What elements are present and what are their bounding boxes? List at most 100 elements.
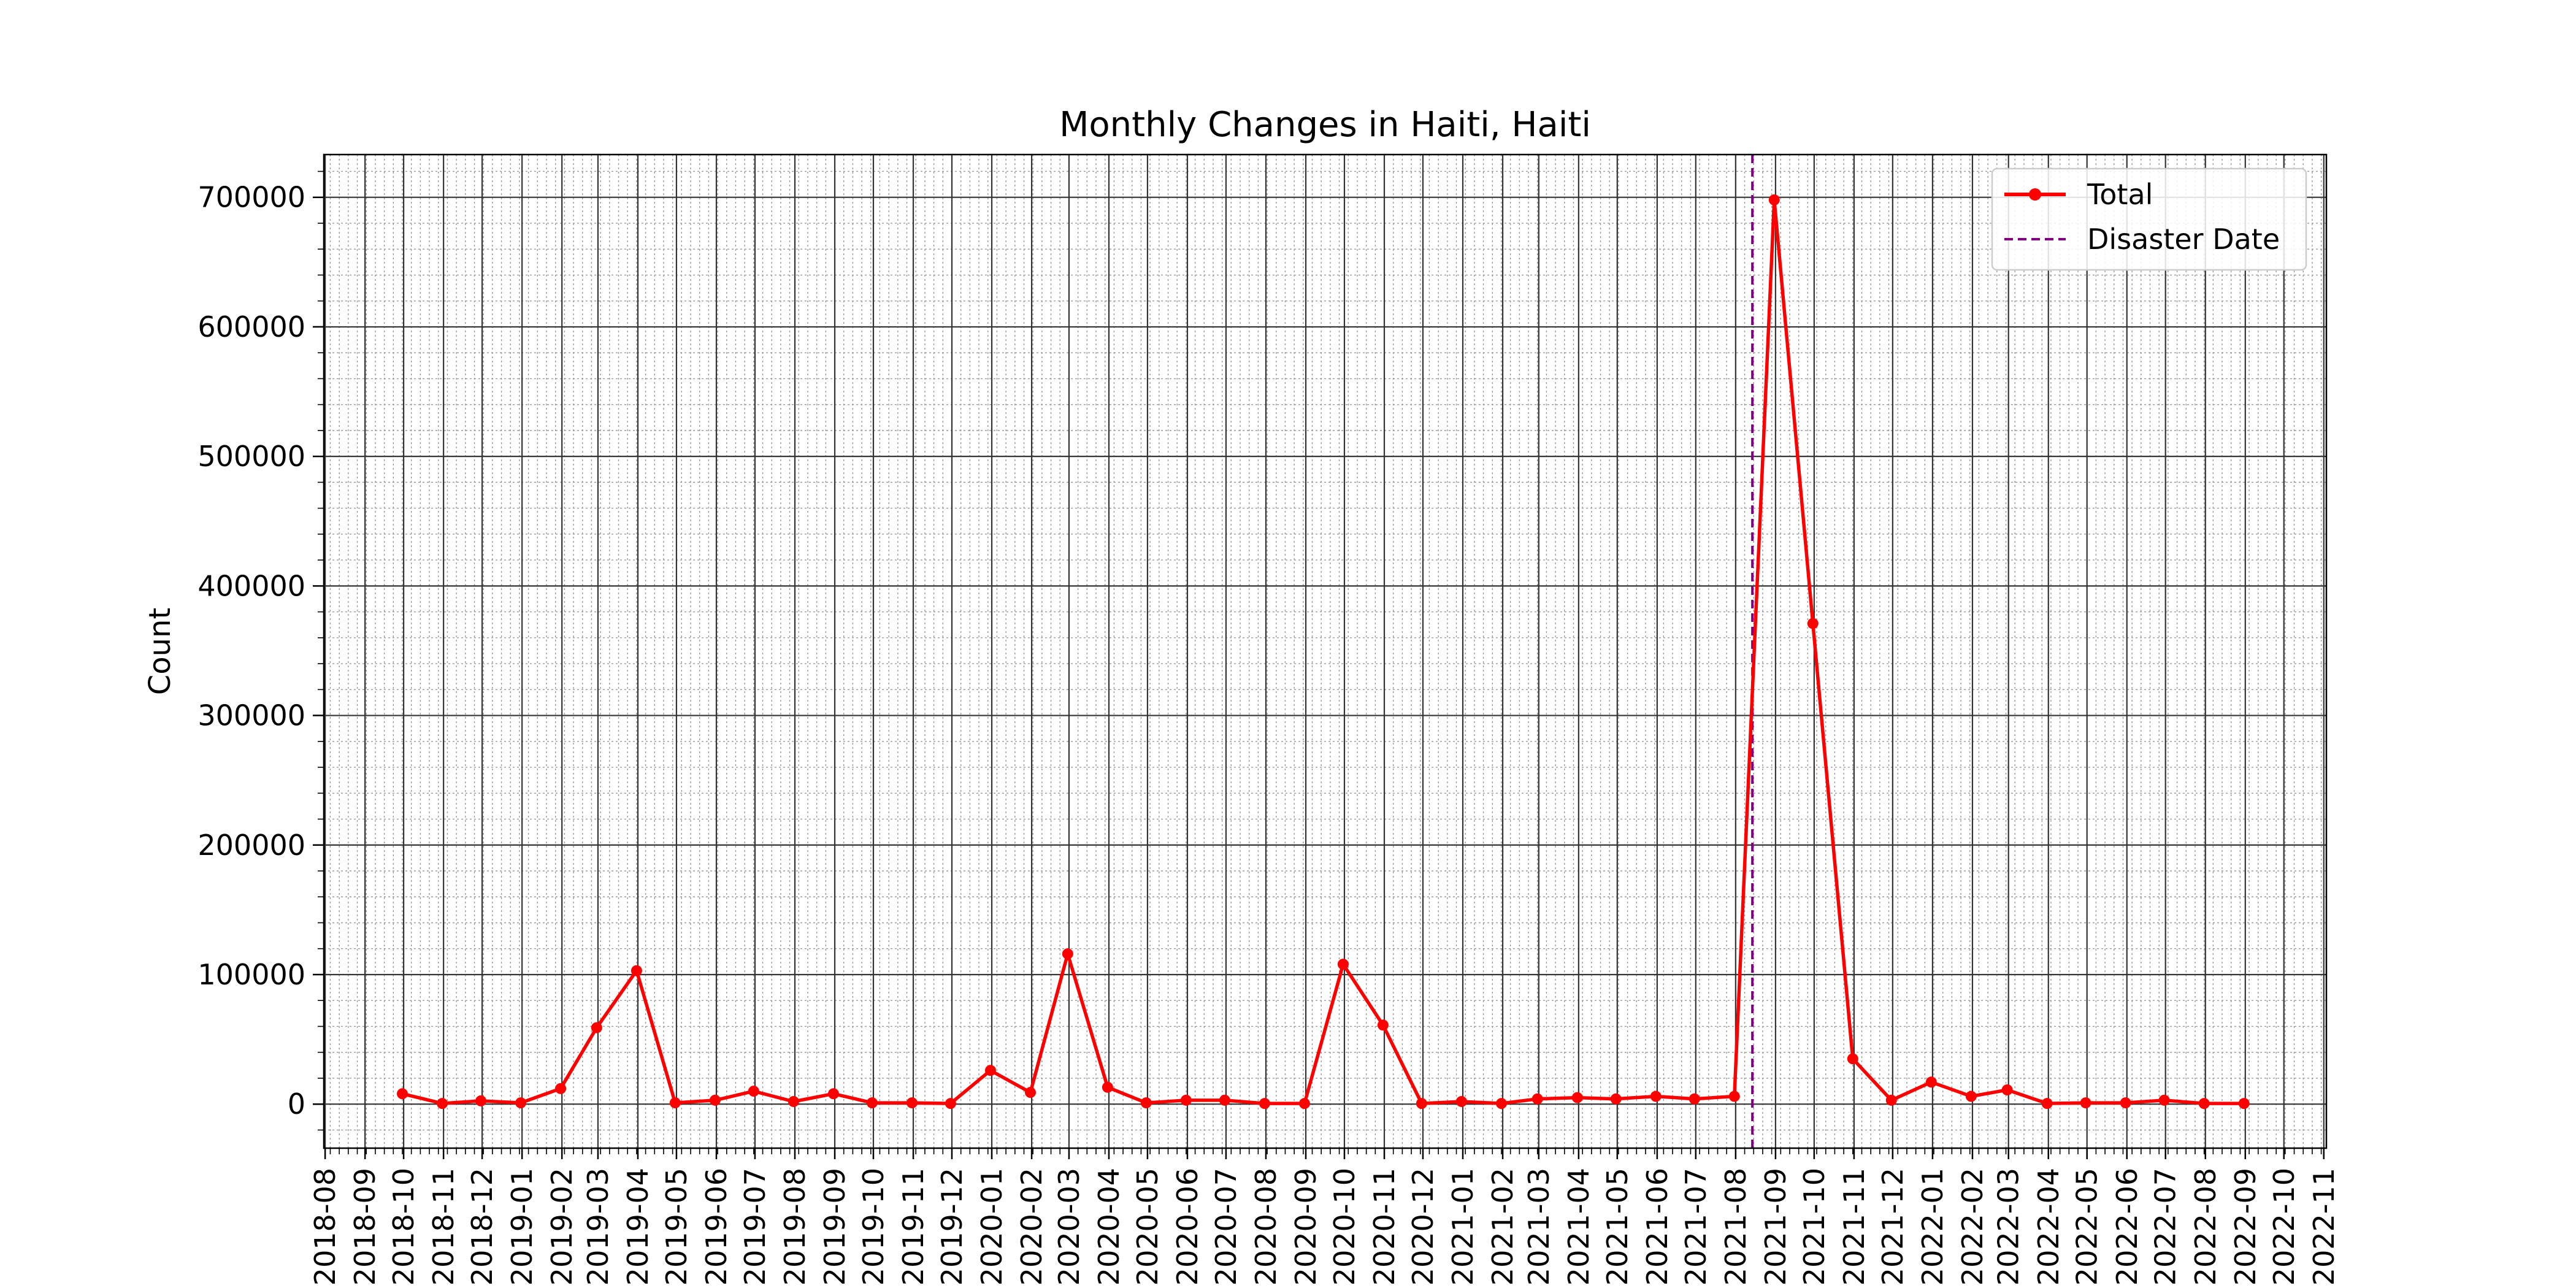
x-tick-label: 2020-01: [975, 1168, 1008, 1286]
x-tick-label: 2020-08: [1249, 1168, 1282, 1286]
x-tick-label: 2022-06: [2110, 1168, 2144, 1286]
x-tick-label: 2020-11: [1368, 1168, 1401, 1286]
x-tick-label: 2018-12: [466, 1168, 499, 1286]
x-tick-label: 2022-01: [1916, 1168, 1949, 1286]
x-tick-label: 2019-06: [700, 1168, 733, 1286]
x-tick-label: 2019-10: [857, 1168, 890, 1286]
data-point: [1925, 1076, 1937, 1088]
legend: Total Disaster Date: [1991, 167, 2307, 271]
x-tick-label: 2019-11: [897, 1168, 930, 1286]
y-axis-ticks: 0 100000 200000 300000 400000 500000 600000 700…: [197, 171, 324, 1131]
x-tick-label: 2019-01: [505, 1168, 539, 1286]
data-point: [1219, 1094, 1230, 1106]
data-point: [396, 1088, 408, 1100]
x-tick-label: 2020-07: [1209, 1168, 1243, 1286]
data-point: [1377, 1019, 1389, 1031]
x-tick-label: 2021-09: [1759, 1168, 1792, 1286]
data-point: [1495, 1098, 1507, 1110]
x-tick-label: 2021-10: [1798, 1168, 1831, 1286]
data-point: [1298, 1098, 1310, 1110]
x-tick-label: 2022-08: [2189, 1168, 2222, 1286]
x-tick-label: 2021-01: [1446, 1168, 1479, 1286]
data-point: [591, 1022, 602, 1033]
x-tick-label: 2021-04: [1562, 1168, 1595, 1286]
x-tick-label: 2018-10: [387, 1168, 420, 1286]
x-tick-label: 2022-02: [1956, 1168, 1989, 1286]
x-tick-label: 2021-02: [1486, 1168, 1519, 1286]
data-point: [866, 1097, 878, 1109]
x-tick-label: 2021-03: [1522, 1168, 1555, 1286]
x-tick-label: 2019-02: [545, 1168, 578, 1286]
legend-total-marker: [2029, 188, 2041, 201]
y-tick-label: 200000: [197, 829, 305, 862]
data-point: [1102, 1081, 1113, 1093]
x-tick-label: 2019-05: [660, 1168, 693, 1286]
data-point: [1807, 618, 1819, 629]
data-point: [475, 1095, 486, 1106]
series-line-total: [402, 198, 2244, 1105]
data-point: [709, 1094, 721, 1106]
x-tick-label: 2020-12: [1406, 1168, 1439, 1286]
x-tick-label: 2020-04: [1092, 1168, 1125, 1286]
y-tick-label: 300000: [197, 699, 305, 732]
data-point: [1847, 1053, 1858, 1065]
y-tick-label: 500000: [197, 440, 305, 473]
data-point: [1650, 1091, 1662, 1102]
data-point: [1768, 194, 1780, 205]
x-tick-label: 2019-03: [581, 1168, 615, 1286]
data-point: [515, 1097, 527, 1109]
x-tick-label: 2022-05: [2071, 1168, 2104, 1286]
data-point: [2041, 1098, 2053, 1110]
data-point: [1416, 1098, 1427, 1110]
legend-total-label: Total: [2087, 178, 2153, 211]
y-tick-label: 0: [288, 1087, 305, 1121]
x-tick-label: 2021-05: [1601, 1168, 1634, 1286]
data-point: [2238, 1098, 2250, 1110]
plot-frame: [323, 153, 2328, 1149]
data-point: [1259, 1098, 1270, 1110]
y-tick-label: 100000: [197, 958, 305, 991]
data-point: [945, 1098, 956, 1110]
x-tick-label: 2019-04: [621, 1168, 654, 1286]
y-tick-label: 400000: [197, 569, 305, 602]
data-point: [2120, 1097, 2131, 1109]
data-point: [748, 1086, 759, 1097]
x-tick-label: 2021-12: [1876, 1168, 1909, 1286]
data-point: [1728, 1091, 1740, 1102]
x-tick-label: 2018-11: [427, 1168, 460, 1286]
data-point: [1571, 1092, 1583, 1103]
data-point: [1337, 959, 1349, 970]
x-tick-label: 2020-02: [1015, 1168, 1048, 1286]
data-point: [1062, 948, 1073, 960]
x-tick-label: 2021-11: [1838, 1168, 1871, 1286]
chart-title: Monthly Changes in Haiti, Haiti: [1059, 105, 1591, 145]
x-tick-label: 2019-08: [778, 1168, 811, 1286]
legend-disaster-label: Disaster Date: [2087, 223, 2280, 256]
x-tick-label: 2018-08: [309, 1168, 342, 1286]
data-point: [1180, 1094, 1192, 1106]
data-point: [1024, 1087, 1036, 1098]
x-tick-label: 2021-07: [1679, 1168, 1712, 1286]
major-grid: [324, 155, 2326, 1148]
data-point: [1689, 1093, 1700, 1105]
data-point: [2001, 1084, 2013, 1095]
data-point: [1885, 1094, 1897, 1106]
x-tick-label: 2019-12: [935, 1168, 968, 1286]
x-tick-label: 2022-11: [2307, 1168, 2340, 1286]
data-point: [1140, 1097, 1152, 1109]
x-tick-label: 2020-03: [1052, 1168, 1086, 1286]
x-tick-label: 2020-06: [1171, 1168, 1204, 1286]
minor-grid: [324, 155, 2326, 1148]
data-point: [631, 965, 642, 976]
x-tick-label: 2019-09: [818, 1168, 851, 1286]
data-point: [1531, 1093, 1543, 1105]
series-layer: [396, 194, 2250, 1110]
x-axis-ticks: 2018-08 2018-09 2018-10 2018-11 2018-12 2019-…: [309, 1148, 2340, 1286]
x-tick-label: 2020-05: [1131, 1168, 1164, 1286]
data-point: [2080, 1097, 2091, 1109]
x-tick-label: 2020-10: [1328, 1168, 1361, 1286]
x-tick-label: 2022-03: [1992, 1168, 2025, 1286]
y-tick-label: 700000: [197, 181, 305, 214]
data-point: [1455, 1095, 1467, 1107]
x-tick-label: 2020-09: [1289, 1168, 1322, 1286]
